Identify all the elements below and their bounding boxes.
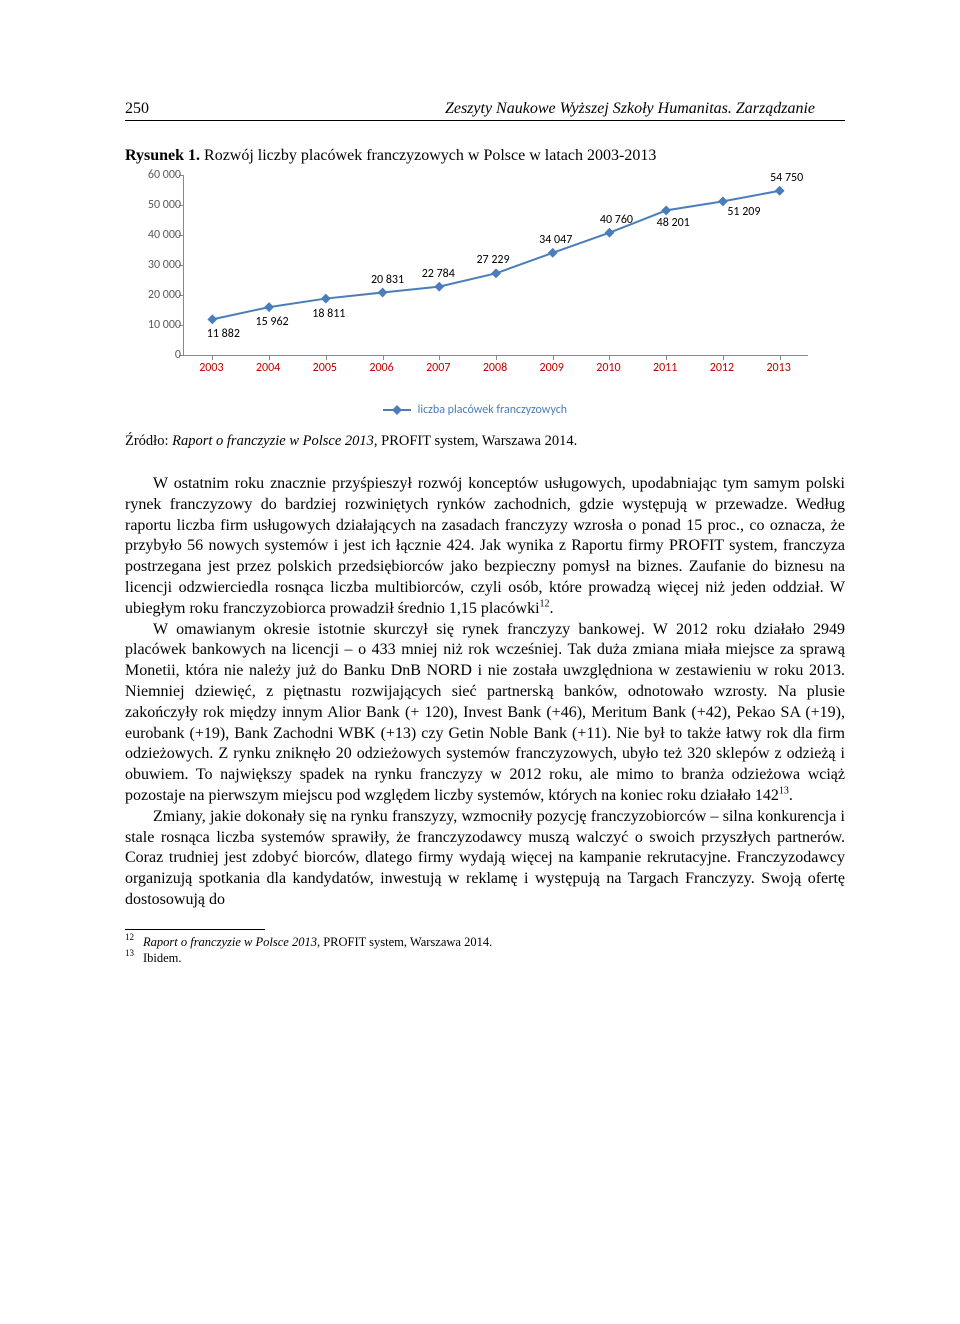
data-label: 15 962 — [256, 315, 289, 329]
footnote-12-num: 12 — [125, 932, 143, 948]
x-axis-label: 2013 — [766, 361, 790, 375]
legend-label: liczba placówek franczyzowych — [418, 403, 568, 417]
x-axis-label: 2005 — [313, 361, 337, 375]
footnotes: 12 Raport o franczyzie w Polsce 2013, PR… — [125, 934, 845, 967]
data-point-marker — [491, 268, 501, 278]
footnote-12-text: Raport o franczyzie w Polsce 2013, PROFI… — [143, 934, 492, 950]
paragraph-1: W ostatnim roku znacznie przyśpieszył ro… — [125, 474, 845, 620]
figure-label-rest: Rozwój liczby placówek franczyzowych w P… — [200, 147, 656, 164]
x-tick — [553, 355, 554, 360]
y-axis-label: 50 000 — [148, 198, 181, 212]
data-point-marker — [775, 186, 785, 196]
footnote-13-num: 13 — [125, 948, 143, 964]
data-label: 18 811 — [312, 307, 345, 321]
data-label: 11 882 — [207, 327, 240, 341]
footnote-separator — [125, 929, 265, 930]
x-axis-label: 2008 — [483, 361, 507, 375]
page-number: 250 — [125, 100, 149, 118]
y-axis-label: 10 000 — [148, 318, 181, 332]
data-point-marker — [378, 288, 388, 298]
data-label: 20 831 — [371, 273, 404, 287]
y-axis-label: 40 000 — [148, 228, 181, 242]
x-tick — [666, 355, 667, 360]
x-tick — [439, 355, 440, 360]
x-axis-label: 2007 — [426, 361, 450, 375]
x-axis-label: 2009 — [540, 361, 564, 375]
page: 250 Zeszyty Naukowe Wyższej Szkoły Human… — [0, 0, 960, 1324]
y-axis-label: 60 000 — [148, 168, 181, 182]
x-tick — [609, 355, 610, 360]
paragraph-1-end: . — [550, 600, 554, 617]
figure-title: Rysunek 1. Rozwój liczby placówek francz… — [125, 147, 845, 165]
chart-container: 0 10 000 20 000 30 000 40 000 50 000 60 000 200… — [125, 169, 825, 417]
page-header-row: 250 Zeszyty Naukowe Wyższej Szkoły Human… — [125, 100, 845, 121]
line-chart: 0 10 000 20 000 30 000 40 000 50 000 60 000 200… — [125, 169, 817, 389]
paragraph-3: Zmiany, jakie dokonały się na rynku fran… — [125, 807, 845, 911]
data-point-marker — [207, 314, 217, 324]
data-point-marker — [321, 294, 331, 304]
source-italic: Raport o franczyzie w Polsce 2013 — [172, 433, 374, 449]
chart-legend: liczba placówek franczyzowych — [125, 403, 825, 417]
footnote-ref-13: 13 — [779, 786, 789, 797]
paragraph-2: W omawianym okresie istotnie skurczył si… — [125, 620, 845, 807]
source-prefix: Źródło: — [125, 433, 172, 449]
paragraph-3-text: Zmiany, jakie dokonały się na rynku fran… — [125, 808, 845, 908]
paragraph-2-end: . — [789, 787, 793, 804]
data-label: 48 201 — [657, 216, 690, 230]
data-label: 40 760 — [600, 213, 633, 227]
data-point-marker — [661, 205, 671, 215]
x-axis-label: 2011 — [653, 361, 677, 375]
y-axis-label: 30 000 — [148, 258, 181, 272]
x-axis-label: 2004 — [256, 361, 280, 375]
data-point-marker — [264, 302, 274, 312]
data-label: 22 784 — [422, 267, 455, 281]
x-axis-label: 2012 — [710, 361, 734, 375]
x-tick — [212, 355, 213, 360]
x-tick — [723, 355, 724, 360]
x-axis-label: 2010 — [596, 361, 620, 375]
footnote-12: 12 Raport o franczyzie w Polsce 2013, PR… — [125, 934, 845, 950]
y-axis-label: 20 000 — [148, 288, 181, 302]
data-label: 34 047 — [539, 233, 572, 247]
x-axis-label: 2006 — [369, 361, 393, 375]
figure-source: Źródło: Raport o franczyzie w Polsce 201… — [125, 433, 845, 450]
x-tick — [383, 355, 384, 360]
paragraph-2-text: W omawianym okresie istotnie skurczył si… — [125, 621, 845, 804]
x-tick — [326, 355, 327, 360]
data-label: 27 229 — [476, 253, 509, 267]
journal-title: Zeszyty Naukowe Wyższej Szkoły Humanitas… — [445, 100, 815, 118]
legend-marker-icon — [383, 409, 411, 411]
footnote-12-rest: , PROFIT system, Warszawa 2014. — [317, 935, 492, 949]
data-label: 51 209 — [727, 205, 760, 219]
footnote-13: 13 Ibidem. — [125, 950, 845, 966]
paragraph-1-text: W ostatnim roku znacznie przyśpieszył ro… — [125, 475, 845, 617]
data-point-marker — [434, 282, 444, 292]
y-axis-label: 0 — [175, 348, 181, 362]
x-tick — [269, 355, 270, 360]
data-point-marker — [548, 248, 558, 258]
data-label: 54 750 — [770, 171, 803, 185]
figure-label: Rysunek 1. — [125, 147, 200, 164]
footnote-12-italic: Raport o franczyzie w Polsce 2013 — [143, 935, 317, 949]
x-tick — [780, 355, 781, 360]
data-point-marker — [605, 228, 615, 238]
x-tick — [496, 355, 497, 360]
footnote-13-text: Ibidem. — [143, 950, 182, 966]
body-text: W ostatnim roku znacznie przyśpieszył ro… — [125, 474, 845, 911]
x-axis-label: 2003 — [199, 361, 223, 375]
footnote-ref-12: 12 — [540, 598, 550, 609]
source-rest: , PROFIT system, Warszawa 2014. — [374, 433, 577, 449]
